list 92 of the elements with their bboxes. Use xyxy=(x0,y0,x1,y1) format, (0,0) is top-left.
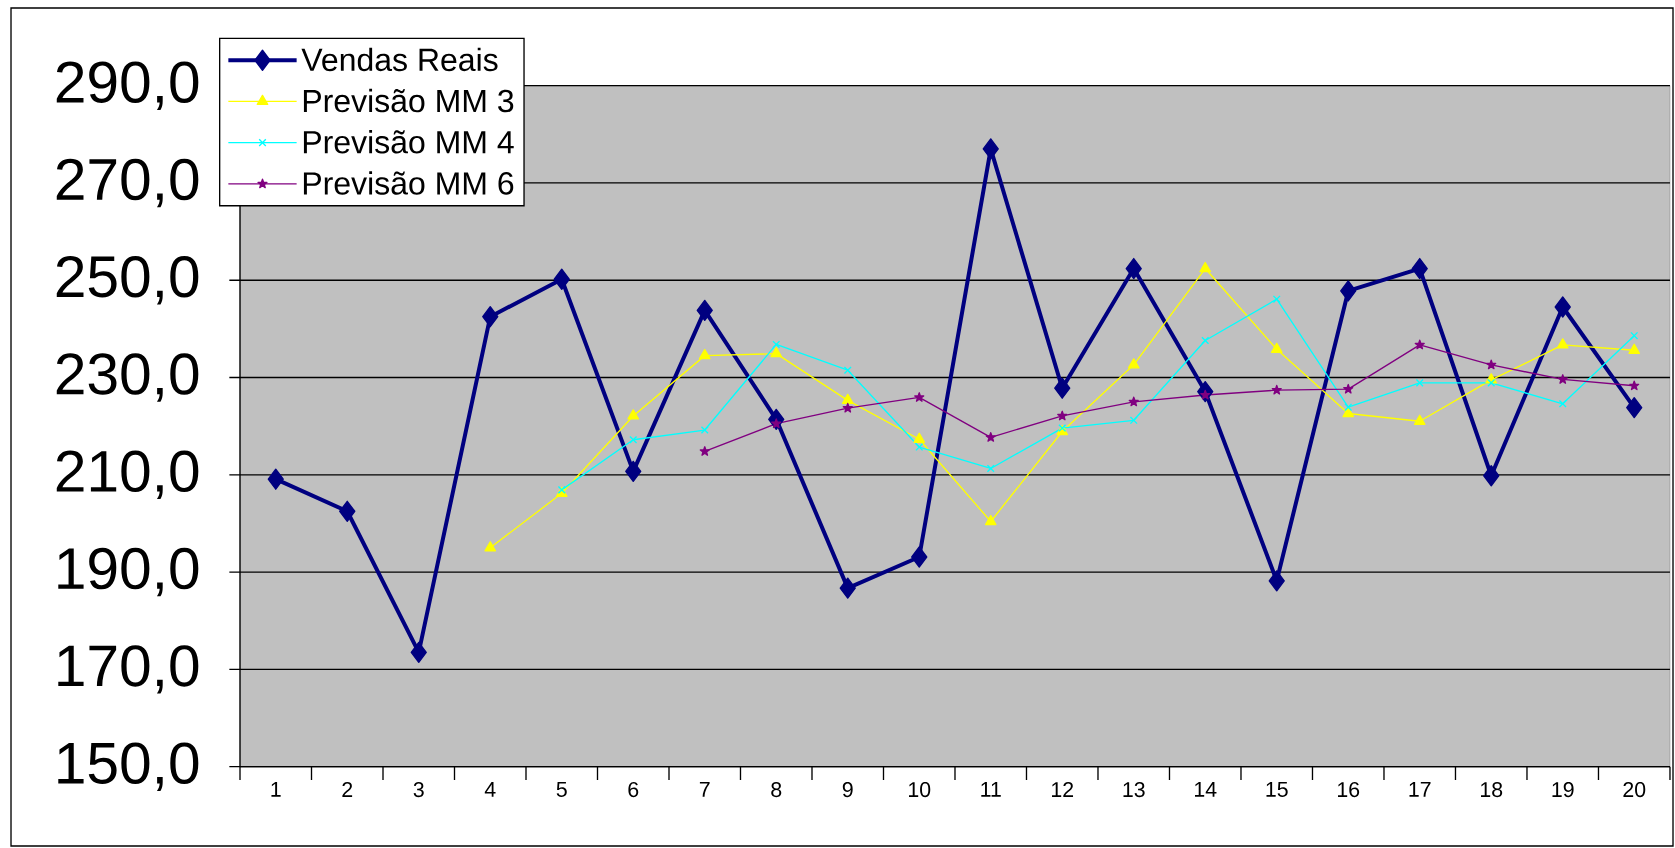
point xyxy=(1415,378,1424,387)
point xyxy=(1340,280,1357,302)
x-tick-label: 4 xyxy=(484,782,496,797)
point xyxy=(1626,397,1643,419)
x-tick-label: 1 xyxy=(271,782,281,797)
point xyxy=(1483,465,1500,487)
point xyxy=(1413,414,1426,425)
point xyxy=(843,366,852,375)
point xyxy=(410,641,427,664)
point xyxy=(267,468,284,490)
legend-label: Previsão MM 3 xyxy=(303,88,514,113)
point xyxy=(841,393,854,405)
point xyxy=(984,514,997,526)
y-tick-label: 150,0 xyxy=(58,742,199,791)
x-tick-label: 16 xyxy=(1338,782,1360,798)
x-tick-label: 18 xyxy=(1481,782,1503,798)
point xyxy=(1200,389,1211,400)
point xyxy=(982,138,999,160)
point xyxy=(482,306,499,328)
x-tick-label: 9 xyxy=(842,782,853,798)
point xyxy=(1201,336,1210,345)
y-tick-label: 290,0 xyxy=(56,61,199,110)
point xyxy=(911,546,928,568)
point xyxy=(842,402,853,413)
point xyxy=(1268,570,1285,592)
point xyxy=(1343,383,1354,394)
point xyxy=(339,500,356,522)
x-tick-label: 14 xyxy=(1195,782,1217,797)
point xyxy=(1628,343,1641,354)
legend-label: Previsão MM 6 xyxy=(303,171,514,195)
point xyxy=(1630,331,1639,340)
point xyxy=(1554,296,1571,318)
y-tick-label: 190,0 xyxy=(58,547,199,597)
x-tick-label: 19 xyxy=(1552,782,1574,798)
point xyxy=(985,432,996,442)
point xyxy=(627,409,640,420)
point xyxy=(770,347,783,358)
point xyxy=(1127,358,1140,369)
point xyxy=(915,443,924,452)
x-tick-label: 10 xyxy=(909,782,931,798)
point xyxy=(986,464,995,473)
point xyxy=(1272,295,1281,304)
point xyxy=(1486,359,1497,370)
point xyxy=(1199,261,1212,273)
x-tick-label: 13 xyxy=(1123,782,1145,798)
point xyxy=(1414,339,1425,350)
point xyxy=(772,340,781,349)
point xyxy=(839,577,856,599)
x-tick-label: 17 xyxy=(1409,782,1431,797)
point xyxy=(1344,403,1353,412)
y-tick-label: 250,0 xyxy=(56,255,199,305)
point xyxy=(700,426,709,435)
x-tick-label: 7 xyxy=(699,782,710,797)
legend-label: Previsão MM 4 xyxy=(303,130,514,154)
x-tick-label: 3 xyxy=(413,782,424,798)
point xyxy=(1129,416,1138,425)
point xyxy=(1342,406,1355,418)
point xyxy=(913,432,926,443)
point xyxy=(1128,396,1139,407)
x-tick-label: 11 xyxy=(981,782,1001,797)
point xyxy=(1270,342,1283,353)
x-tick-label: 5 xyxy=(556,782,567,797)
point xyxy=(1125,257,1142,280)
point xyxy=(1487,378,1496,387)
point xyxy=(1411,257,1428,280)
x-tick-label: 2 xyxy=(342,782,353,797)
point xyxy=(1557,374,1568,384)
point xyxy=(914,392,925,402)
point xyxy=(1558,399,1567,408)
point xyxy=(629,435,638,444)
y-tick-label: 230,0 xyxy=(56,353,199,402)
x-tick-label: 8 xyxy=(771,782,782,798)
y-tick-label: 210,0 xyxy=(56,450,199,500)
point xyxy=(699,446,710,456)
point xyxy=(1054,377,1071,399)
point xyxy=(1057,410,1068,421)
y-tick-label: 170,0 xyxy=(58,645,199,694)
point xyxy=(771,418,782,429)
point xyxy=(1629,380,1640,391)
point xyxy=(625,460,642,483)
y-tick-label: 270,0 xyxy=(56,158,199,208)
point xyxy=(696,299,713,322)
point xyxy=(1556,338,1569,349)
point xyxy=(553,268,570,290)
x-tick-label: 20 xyxy=(1623,782,1646,798)
x-tick-label: 6 xyxy=(628,782,639,798)
x-tick-label: 15 xyxy=(1266,782,1288,797)
point xyxy=(1271,384,1282,395)
point xyxy=(484,541,497,552)
point xyxy=(698,348,711,360)
x-tick-label: 12 xyxy=(1052,782,1074,797)
legend-label: Vendas Reais xyxy=(301,47,498,72)
